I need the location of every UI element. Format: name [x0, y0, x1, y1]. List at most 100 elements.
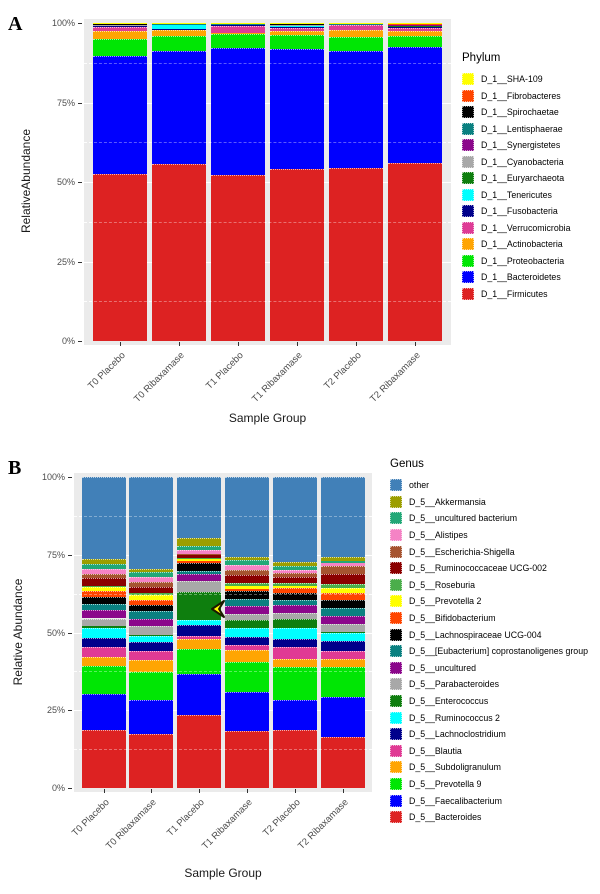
legend-item-label: D_1__Tenericutes	[481, 189, 552, 200]
legend-item-label: D_1__Bacteroidetes	[481, 272, 561, 283]
bar-segment	[177, 625, 222, 636]
legend-swatch	[462, 205, 474, 218]
legend-item: D_1__Euryarchaeota	[462, 170, 570, 187]
y-tick-label: 50%	[56, 177, 75, 187]
bar-segment	[272, 619, 317, 628]
bar-segment	[272, 730, 317, 788]
bar-segment	[177, 570, 222, 575]
bar-segment	[129, 477, 174, 569]
bar-t1-ribaxamase	[224, 477, 269, 788]
bar-segment	[81, 587, 126, 591]
bar-segment	[320, 599, 365, 608]
legend-item: D_1__Actinobacteria	[462, 236, 570, 253]
gridline-minor	[84, 142, 451, 144]
bar-segment	[211, 174, 265, 341]
legend-swatch	[462, 172, 474, 185]
legend-item: D_1__Firmicutes	[462, 286, 570, 303]
y-tick-mark	[68, 477, 72, 478]
bar-segment	[320, 640, 365, 651]
bar-segment	[224, 662, 269, 692]
legend-swatch	[390, 595, 402, 608]
bar-segment	[388, 24, 442, 26]
bar-segment	[211, 24, 265, 26]
legend-swatch	[390, 794, 402, 807]
y-tick-label: 75%	[56, 97, 75, 108]
legend-item-label: D_5__uncultured	[409, 662, 477, 673]
gridline-minor	[74, 671, 372, 673]
bar-t0-placebo	[81, 477, 126, 788]
bar-segment	[211, 48, 265, 175]
bar-segment	[270, 24, 324, 26]
legend-item-label: D_5__[Eubacterium] coprostanoligenes gro…	[409, 646, 588, 657]
annotation-arrow-icon	[208, 598, 228, 625]
legend-item-label: D_5__Enterococcus	[409, 696, 489, 707]
bar-segment	[224, 644, 269, 650]
legend-item-label: D_5__uncultured bacterium	[409, 513, 518, 524]
bar-segment	[152, 29, 206, 30]
bar-segment	[320, 697, 365, 737]
bar-segment	[272, 577, 317, 583]
bar-segment	[388, 162, 442, 341]
gridline-minor	[84, 221, 451, 223]
bar-segment	[177, 557, 222, 559]
x-axis-title: Sample Group	[184, 866, 262, 880]
bar-segment	[329, 168, 383, 341]
legend-item-label: D_5__Alistipes	[409, 530, 468, 541]
bar-segment	[320, 632, 365, 641]
legend-swatch	[462, 221, 474, 234]
gridline-minor-overlay	[84, 62, 451, 64]
bar-segment	[320, 667, 365, 698]
bar-segment	[152, 24, 206, 29]
bar-segment	[224, 731, 269, 788]
legend-item-label: D_5__Ruminococcaceae UCG-002	[409, 563, 547, 574]
legend-item-label: D_5__Prevotella 9	[409, 778, 482, 789]
bar-segment	[272, 647, 317, 659]
gridline-minor-overlay	[74, 749, 372, 751]
bar-segment	[320, 623, 365, 632]
y-tick-label: 100%	[51, 18, 75, 28]
legend-item: D_1__Spirochaetae	[462, 104, 570, 121]
legend-swatch	[390, 495, 402, 508]
legend-item: D_1__Synergistetes	[462, 137, 570, 154]
bar-segment	[81, 626, 126, 629]
legend-item: D_1__SHA-109	[462, 71, 570, 88]
legend-swatch	[462, 254, 474, 267]
bar-segment	[320, 588, 365, 593]
bar-segment	[177, 635, 222, 639]
legend-item-label: other	[409, 480, 430, 491]
y-tick-label: 50%	[46, 627, 65, 638]
legend-item: D_5__Akkermansia	[390, 494, 588, 511]
legend-swatch	[390, 777, 402, 790]
bar-segment	[81, 568, 126, 574]
bar-segment	[152, 36, 206, 51]
bar-segment	[272, 667, 317, 700]
bar-segment	[320, 593, 365, 600]
legend-item-label: D_1__Synergistetes	[481, 140, 561, 151]
bar-segment	[211, 32, 265, 35]
legend-swatch	[462, 106, 474, 119]
legend-item-label: D_5__Faecalibacterium	[409, 795, 502, 806]
y-tick-mark	[78, 261, 82, 263]
bar-segment	[320, 658, 365, 667]
bar-segment	[81, 564, 126, 569]
bar-segment	[320, 563, 365, 566]
bar-segment	[224, 574, 269, 584]
x-tick-mark	[120, 342, 121, 346]
legend-item: D_5__uncultured bacterium	[390, 510, 588, 527]
y-tick-label: 0%	[51, 783, 65, 793]
bar-t2-placebo	[329, 23, 383, 341]
gridline-major	[84, 102, 451, 104]
bar-segment	[129, 671, 174, 700]
bar-t1-placebo	[211, 23, 265, 341]
legend-swatch	[462, 271, 474, 284]
bar-segment	[129, 611, 174, 620]
bar-segment	[388, 23, 442, 24]
bar-segment	[177, 550, 222, 554]
legend-item: D_5__Roseburia	[390, 577, 588, 594]
bar-segment	[272, 627, 317, 640]
gridline-major	[74, 554, 372, 556]
bar-segment	[129, 581, 174, 587]
bar-t1-placebo	[177, 477, 222, 788]
legend-swatch	[390, 529, 402, 542]
